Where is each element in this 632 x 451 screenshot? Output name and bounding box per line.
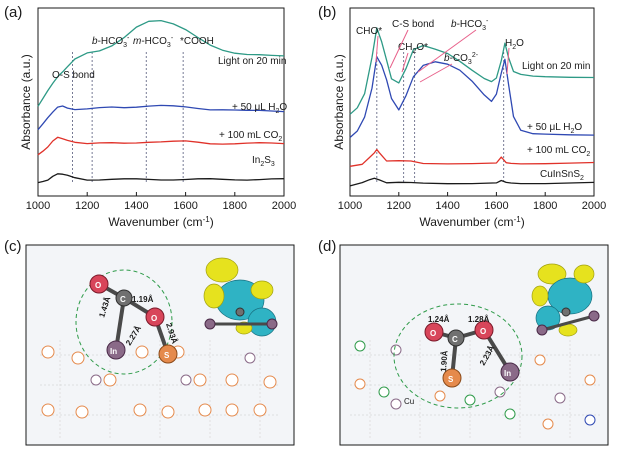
x-tick-label: 1000 [338,200,362,212]
x-tick-label: 2000 [272,200,296,212]
x-tick-label: 1200 [387,200,411,212]
panel-label-a: (a) [4,4,22,21]
y-axis-label-a: Absorbance (a.u.) [19,54,33,149]
lattice-atoms-c [41,345,277,419]
atom-s-d [442,368,462,388]
series-line [37,104,285,131]
atom-label-s-c: S [164,351,170,360]
anno-b-hco3: b-HCO3- [92,35,130,49]
atom-o2-c [145,307,165,327]
series-line [349,27,595,115]
label-b-h2o: + 50 μL H2O [527,122,582,135]
anno-cho: CHO* [356,26,382,37]
panel-d: (d) Cu [318,238,609,446]
bond-label-d-2: 1.28Å [468,315,490,324]
atom-s-c [158,344,178,364]
y-axis-label-b: Absorbance (a.u.) [332,54,346,149]
anno-os-bond: O-S bond [52,70,95,81]
anno-b-co3: b-CO32- [444,52,479,66]
x-tick-label: 2000 [582,200,606,212]
atom-c-d [447,329,465,347]
x-tick-label: 1600 [484,200,508,212]
x-tick-label: 1000 [26,200,50,212]
panel-label-b: (b) [318,4,336,21]
bond-label-d-3: 1.90Å [439,350,449,372]
label-a-in2s3: In2S3 [252,155,275,168]
label-b-cuinsns2: CuInSnS2 [540,169,584,182]
atom-label-cu-d: Cu [404,397,414,406]
label-b-light: Light on 20 min [522,61,590,72]
atom-o2-d [474,320,494,340]
x-tick-label: 1800 [223,200,247,212]
x-tick-label: 1600 [173,200,197,212]
atom-label-c-c: C [120,295,126,304]
atom-label-in-c: In [110,347,117,356]
atom-in-d [500,362,520,382]
label-a-h2o: + 50 μL H2O [232,102,287,115]
atom-label-o1-c: O [95,281,101,290]
charge-density-c [203,257,278,337]
bond-label-d-1: 1.24Å [428,315,450,324]
anno-cooh: *COOH [180,36,214,47]
halo-d [393,303,523,409]
anno-h2o: H2O [505,38,524,51]
atom-in-c [106,340,126,360]
anno-b-hco3-b: b-HCO3- [451,18,489,32]
panel-b: (b) 1000 1200 1400 1600 1800 2000 Wavenumber … [318,4,606,229]
panel-a: (a) 1000 1200 1400 1600 1800 2000 Wavenumber … [4,4,296,229]
panel-label-c: (c) [4,238,22,255]
x-tick-label: 1800 [533,200,557,212]
atom-label-s-d: S [448,375,454,384]
atom-c-c [115,289,133,307]
panel-c: (c) [4,238,295,446]
lattice-atoms-c2 [90,352,256,386]
plot-frame-b [349,7,595,197]
x-tick-label: 1200 [75,200,99,212]
x-axis-label-a: Wavenumber (cm-1) [108,215,213,229]
atom-label-o1-d: O [430,329,436,338]
atom-label-o2-c: O [151,314,157,323]
bond-label-c-1: 1.19Å [132,295,154,304]
atom-o1-d [424,322,444,342]
label-b-co2: + 100 mL CO2 [527,145,590,158]
x-tick-label: 1400 [124,200,148,212]
lattice-d [350,340,600,440]
anno-m-hco3: m-HCO3- [133,35,174,49]
atom-o1-c [89,274,109,294]
atom-label-in-d: In [504,369,511,378]
series-line [349,148,595,167]
plot-frame-a [37,7,285,197]
series-line [349,56,595,138]
label-a-co2: + 100 mL CO2 [219,130,282,143]
anno-ch2o: CH2O* [398,42,428,55]
series-line [349,177,595,187]
series-line [37,136,285,156]
arrows-b [375,29,510,83]
x-tick-label: 1400 [435,200,459,212]
label-a-light: Light on 20 min [218,56,286,67]
charge-density-d [531,263,600,337]
x-axis-label-b: Wavenumber (cm-1) [419,215,524,229]
series-line [37,19,285,107]
lattice-atoms-d [354,340,596,430]
atom-label-o2-d: O [480,327,486,336]
anno-cs-bond: C-S bond [392,19,434,30]
halo-c [75,269,173,375]
series-line [37,173,285,184]
panel-label-d: (d) [318,238,336,255]
atom-label-c-d: C [452,335,458,344]
